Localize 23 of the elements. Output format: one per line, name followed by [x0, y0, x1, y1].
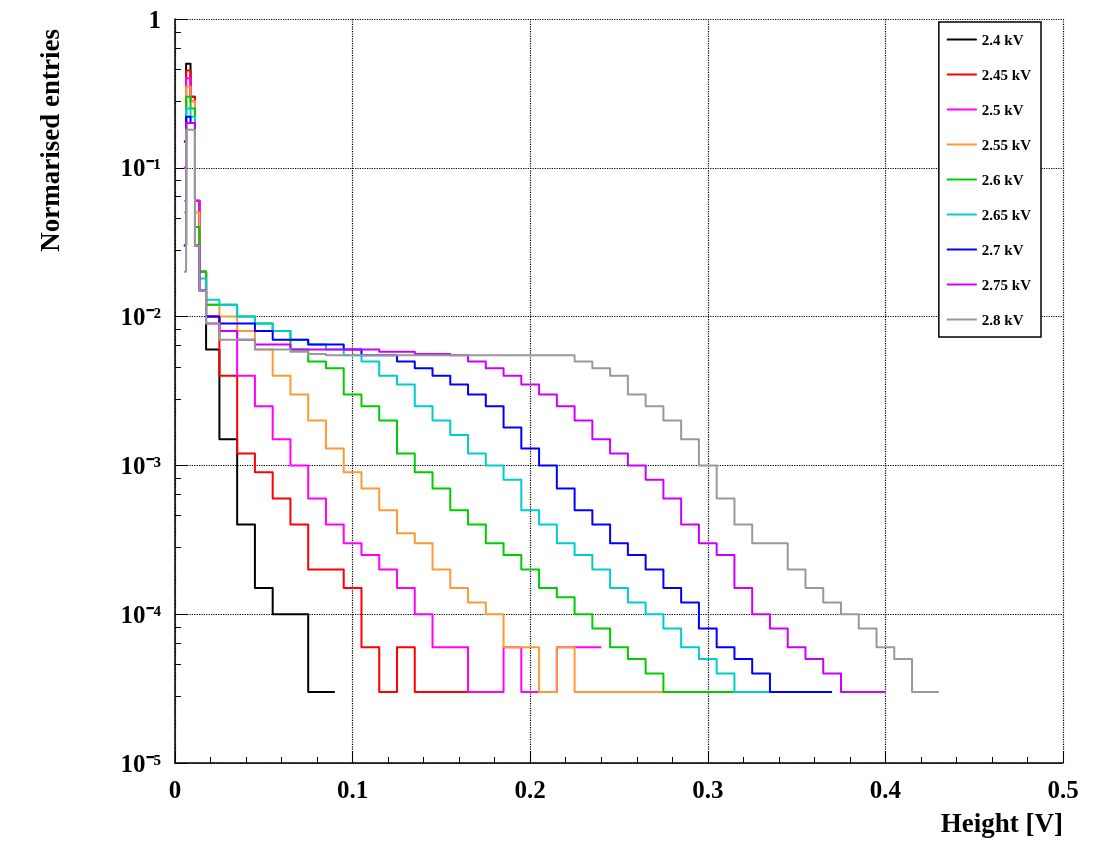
- legend-label: 2.45 kV: [981, 66, 1032, 83]
- x-tick-label: 0.2: [514, 776, 546, 803]
- x-tick-label: 0.3: [692, 776, 724, 803]
- legend-label: 2.55 kV: [981, 136, 1032, 153]
- legend-label: 2.6 kV: [981, 171, 1024, 188]
- x-tick-label: 0.5: [1047, 776, 1079, 803]
- y-tick-label: 1: [148, 5, 161, 33]
- legend-label: 2.65 kV: [981, 206, 1032, 223]
- x-axis-title: Height [V]: [940, 807, 1063, 838]
- legend-label: 2.75 kV: [981, 276, 1032, 293]
- y-tick-label: 10⁻³: [120, 451, 161, 479]
- x-tick-label: 0: [168, 776, 182, 803]
- x-tick-label: 0.4: [869, 776, 902, 803]
- x-tick-label: 0.1: [336, 776, 369, 803]
- y-axis-title: Normarised entries: [34, 29, 65, 252]
- y-tick-label: 10⁻²: [120, 303, 161, 331]
- legend-label: 2.4 kV: [981, 31, 1024, 48]
- y-tick-label: 10⁻¹: [120, 154, 161, 182]
- y-tick-label: 10⁻⁴: [120, 600, 162, 628]
- legend-label: 2.7 kV: [981, 241, 1024, 258]
- legend-label: 2.5 kV: [981, 101, 1024, 118]
- y-tick-label: 10⁻⁵: [120, 749, 161, 777]
- legend-label: 2.8 kV: [981, 311, 1024, 328]
